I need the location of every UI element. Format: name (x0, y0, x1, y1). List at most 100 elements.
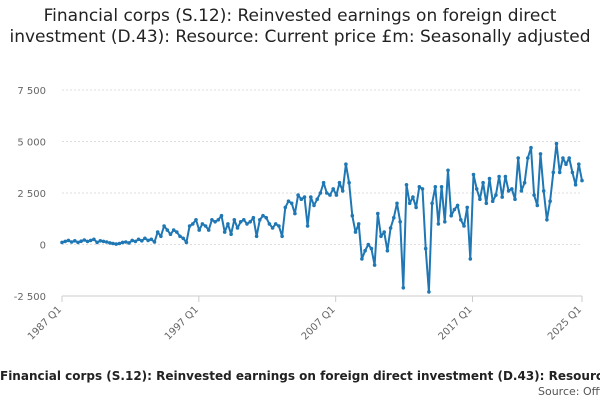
data-point (66, 238, 71, 243)
data-point (363, 248, 367, 253)
data-point (210, 218, 214, 222)
y-tick-label: 2 500 (17, 189, 46, 200)
data-point (127, 241, 131, 245)
data-point (506, 189, 511, 193)
y-tick-label: 7 500 (17, 86, 46, 97)
data-point (69, 240, 74, 244)
data-point (353, 230, 358, 234)
data-point (420, 187, 425, 191)
data-point (513, 197, 517, 201)
data-point (184, 240, 189, 245)
data-point (222, 230, 227, 234)
data-point (423, 246, 428, 251)
data-point (101, 239, 106, 244)
data-point (350, 213, 355, 218)
data-point (465, 205, 470, 210)
x-tick-label: 2025 Q1 (546, 304, 584, 342)
data-point (159, 234, 163, 239)
data-point (372, 263, 377, 267)
data-point (130, 238, 134, 243)
data-point (545, 218, 549, 222)
data-point (76, 240, 80, 245)
data-point (334, 193, 339, 197)
data-point (414, 205, 418, 210)
data-point (235, 226, 240, 230)
data-point (191, 222, 195, 226)
y-tick-label: 5 000 (17, 138, 46, 149)
data-point (474, 187, 479, 191)
data-point (88, 238, 93, 243)
data-point (554, 141, 559, 146)
data-point (535, 203, 540, 208)
data-point (293, 211, 297, 216)
data-point (63, 239, 67, 244)
data-point (309, 195, 313, 199)
data-point (360, 257, 364, 261)
data-point (143, 236, 147, 241)
y-tick-label: 0 (40, 241, 46, 252)
data-point (433, 185, 438, 189)
data-point (541, 189, 546, 193)
data-point (337, 180, 342, 185)
data-point (462, 224, 466, 228)
data-point (270, 226, 275, 230)
data-point (254, 234, 259, 239)
data-point (280, 234, 284, 239)
data-point (436, 222, 441, 226)
data-point (165, 228, 170, 232)
data-point (561, 156, 565, 160)
data-point (519, 189, 524, 193)
data-point (439, 185, 444, 189)
data-point (471, 172, 476, 177)
data-point (203, 224, 208, 228)
data-point (108, 241, 112, 245)
data-point (557, 170, 562, 175)
data-point (264, 215, 269, 220)
source-label: Source: Office for National Statistics (538, 385, 600, 398)
data-point (245, 222, 249, 226)
data-point (510, 187, 514, 191)
data-point (277, 224, 281, 228)
data-point (347, 180, 351, 185)
data-point (478, 197, 482, 201)
data-point (430, 201, 434, 206)
data-point (194, 218, 198, 222)
data-point (407, 201, 412, 206)
data-point (248, 220, 252, 224)
data-point (548, 199, 552, 203)
data-point (500, 195, 505, 199)
data-point (219, 213, 224, 218)
data-point (82, 238, 87, 242)
data-point (459, 218, 463, 222)
data-point (120, 240, 125, 245)
data-point (60, 240, 64, 245)
y-axis-ticks: -2 500 0 2 500 5 000 7 500 (14, 86, 46, 303)
data-point (497, 174, 501, 179)
data-point (404, 183, 409, 187)
data-point (73, 239, 77, 243)
data-point (484, 201, 489, 206)
data-point (206, 228, 211, 232)
data-point (538, 152, 543, 156)
data-point (379, 234, 383, 239)
data-point (570, 170, 575, 175)
data-point (136, 237, 141, 242)
data-point (481, 180, 485, 185)
data-point (318, 191, 323, 195)
data-point (443, 220, 447, 224)
data-point (567, 156, 571, 160)
data-point (152, 240, 157, 244)
data-point (369, 246, 374, 251)
data-point (133, 239, 138, 244)
data-point (532, 193, 536, 197)
data-point (315, 197, 320, 201)
data-point (261, 213, 265, 218)
data-point (516, 156, 520, 160)
data-point (411, 195, 415, 199)
data-point (187, 224, 192, 228)
y-tick-label: -2 500 (14, 292, 46, 303)
data-point (85, 239, 90, 244)
data-point (181, 236, 185, 241)
data-point (522, 180, 527, 185)
